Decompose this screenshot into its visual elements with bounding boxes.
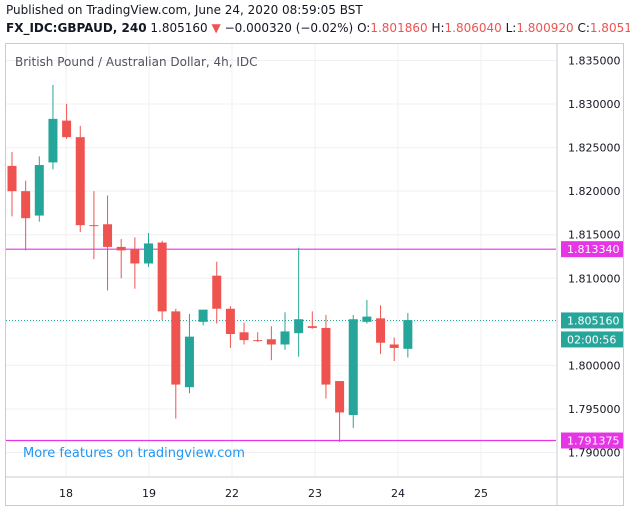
price-tick-label: 1.795000 bbox=[568, 403, 621, 416]
level-price-tag: 1.791375 bbox=[567, 435, 620, 448]
grid-lines bbox=[6, 44, 556, 476]
high-value: 1.806040 bbox=[444, 21, 502, 35]
time-tick-label: 19 bbox=[142, 487, 156, 500]
price-tick-label: 1.810000 bbox=[568, 272, 621, 285]
low-label: L: bbox=[505, 21, 517, 35]
chart-frame bbox=[5, 43, 624, 506]
price-tick-label: 1.825000 bbox=[568, 142, 621, 155]
price-tick-label: 1.830000 bbox=[568, 98, 621, 111]
candles bbox=[7, 84, 413, 443]
level-price-tag: 1.813340 bbox=[567, 243, 620, 256]
last-price-tag-bg bbox=[561, 312, 623, 329]
candle-body-up bbox=[362, 316, 372, 322]
price-tick-label: 1.815000 bbox=[568, 229, 621, 242]
chart-title: British Pound / Australian Dollar, 4h, I… bbox=[15, 55, 258, 69]
price-tags: 1.813340 1.791375 1.805160 02:00:56 bbox=[561, 241, 623, 449]
price-axis: 1.835000 1.830000 1.825000 1.820000 1.815000… bbox=[568, 55, 621, 460]
level-price-tag-bg bbox=[561, 432, 623, 449]
candle-body-up bbox=[280, 331, 290, 345]
promo-link[interactable]: More features on tradingview.com bbox=[23, 446, 245, 461]
candle-body-down bbox=[266, 339, 276, 345]
candle-body-down bbox=[253, 340, 263, 342]
candle-body-down bbox=[7, 165, 17, 192]
change-value: −0.000320 (−0.02%) bbox=[224, 21, 354, 35]
countdown-tag-bg bbox=[561, 331, 623, 348]
low-value: 1.800920 bbox=[516, 21, 574, 35]
candle-body-down bbox=[75, 137, 85, 226]
candle-body-down bbox=[171, 311, 181, 385]
last-price-tag: 1.805160 bbox=[567, 314, 620, 327]
time-tick-label: 25 bbox=[474, 487, 488, 500]
candle-body-down bbox=[239, 332, 249, 341]
candle-body-down bbox=[335, 381, 345, 413]
candle-body-up bbox=[348, 319, 358, 416]
countdown-tag: 02:00:56 bbox=[567, 333, 616, 346]
time-axis: 18 19 22 23 24 25 bbox=[59, 487, 488, 500]
candle-body-up bbox=[48, 118, 58, 163]
ohlc-legend: FX_IDC:GBPAUD, 240 1.805160 ▼ −0.000320 … bbox=[6, 21, 630, 35]
candle-body-down bbox=[225, 308, 235, 335]
candle-body-up bbox=[198, 309, 208, 322]
open-label: O: bbox=[357, 21, 371, 35]
high-label: H: bbox=[431, 21, 445, 35]
candle-body-up bbox=[403, 320, 413, 349]
time-tick-label: 18 bbox=[59, 487, 73, 500]
published-caption: Published on TradingView.com, June 24, 2… bbox=[6, 3, 363, 17]
close-value: 1.805160 bbox=[589, 21, 630, 35]
candle-body-down bbox=[321, 327, 331, 385]
open-value: 1.801860 bbox=[370, 21, 428, 35]
candle-body-down bbox=[21, 191, 31, 219]
candle-body-down bbox=[157, 242, 167, 312]
symbol-label: FX_IDC:GBPAUD, 240 bbox=[6, 21, 147, 35]
candle-body-down bbox=[212, 275, 222, 309]
candle-body-down bbox=[116, 246, 126, 251]
price-tick-label: 1.800000 bbox=[568, 359, 621, 372]
price-tick-label: 1.835000 bbox=[568, 55, 621, 68]
price-tick-label: 1.790000 bbox=[568, 447, 621, 460]
time-tick-label: 23 bbox=[308, 487, 322, 500]
candle-body-down bbox=[307, 326, 317, 328]
level-price-tag-bg bbox=[561, 241, 623, 258]
candle-body-up bbox=[144, 243, 153, 264]
horizontal-levels bbox=[6, 248, 556, 442]
last-price: 1.805160 bbox=[150, 21, 208, 35]
candle-body-down bbox=[62, 120, 72, 138]
candle-body-up bbox=[294, 319, 304, 334]
price-tick-label: 1.820000 bbox=[568, 185, 621, 198]
time-tick-label: 22 bbox=[225, 487, 239, 500]
close-label: C: bbox=[577, 21, 590, 35]
candle-body-down bbox=[103, 224, 113, 247]
candle-body-down bbox=[130, 249, 140, 264]
change-arrow-icon: ▼ bbox=[211, 21, 221, 35]
candle-body-up bbox=[184, 336, 194, 388]
candle-body-down bbox=[389, 344, 399, 348]
candle-body-down bbox=[89, 225, 99, 227]
candle-body-up bbox=[34, 165, 44, 216]
candle-body-down bbox=[376, 318, 386, 343]
time-tick-label: 24 bbox=[391, 487, 405, 500]
